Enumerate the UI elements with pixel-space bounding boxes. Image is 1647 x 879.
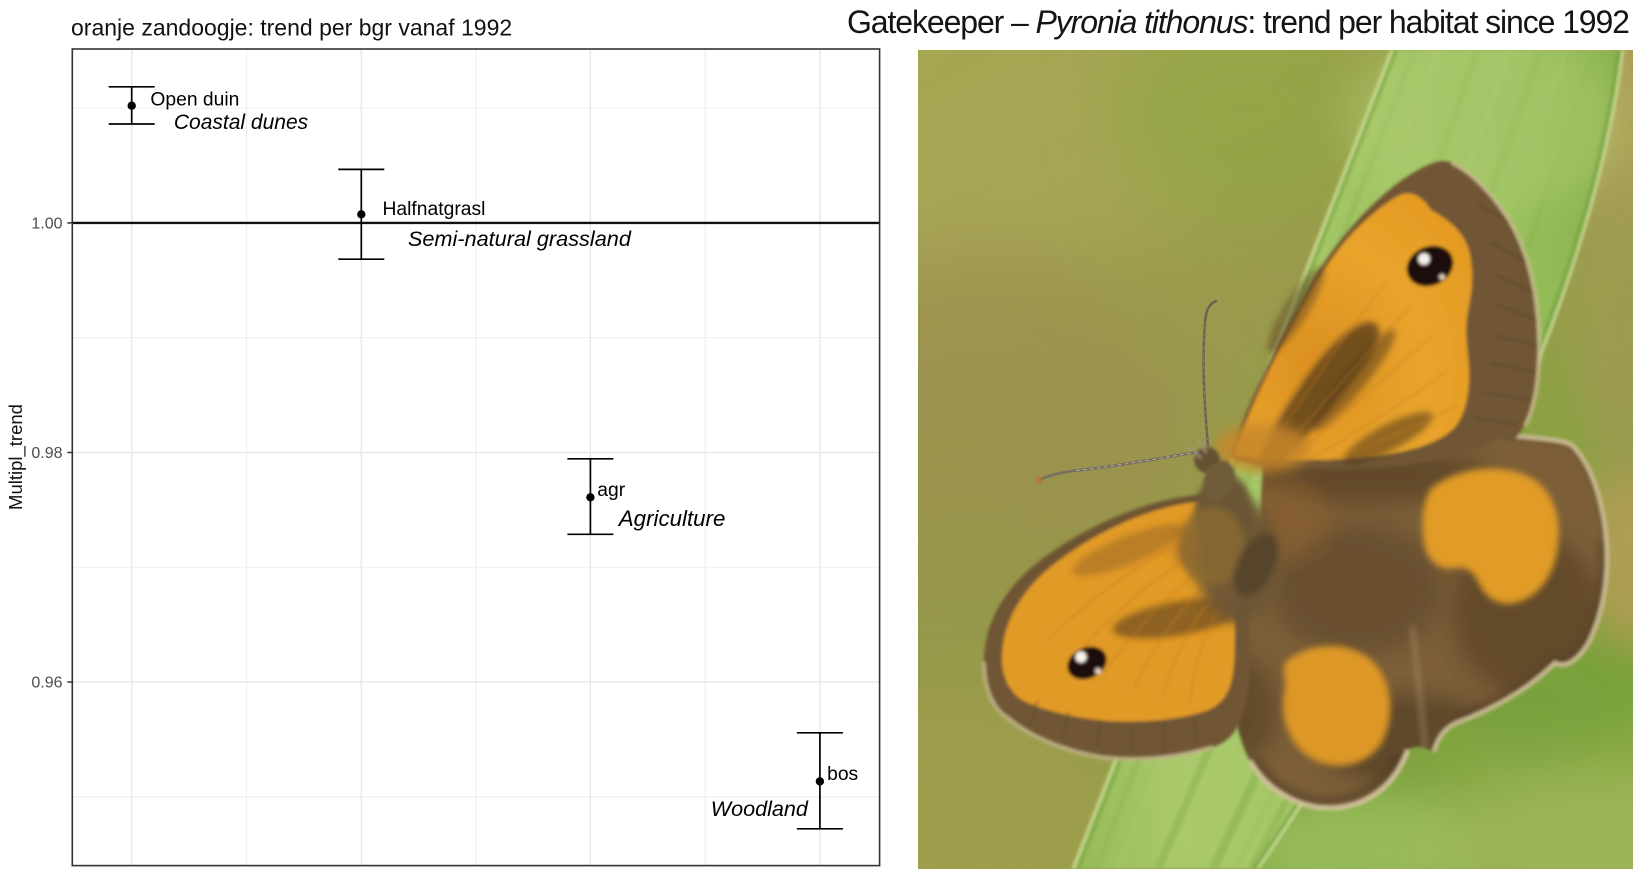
svg-text:Halfnatgrasl: Halfnatgrasl [383,199,486,220]
svg-text:Semi-natural grassland: Semi-natural grassland [408,226,632,251]
svg-text:bos: bos [827,764,858,785]
svg-text:Agriculture: Agriculture [617,506,726,531]
svg-text:1.00: 1.00 [31,215,62,232]
svg-text:Coastal dunes: Coastal dunes [174,111,309,134]
svg-text:oranje zandoogje: trend per bg: oranje zandoogje: trend per bgr vanaf 19… [71,15,512,41]
svg-text:0.98: 0.98 [31,445,62,462]
svg-text:agr: agr [597,480,625,501]
svg-text:Multipl_trend: Multipl_trend [5,404,27,510]
svg-text:Woodland: Woodland [711,796,809,821]
svg-text:0.96: 0.96 [31,675,62,692]
svg-text:Open duin: Open duin [150,90,239,111]
